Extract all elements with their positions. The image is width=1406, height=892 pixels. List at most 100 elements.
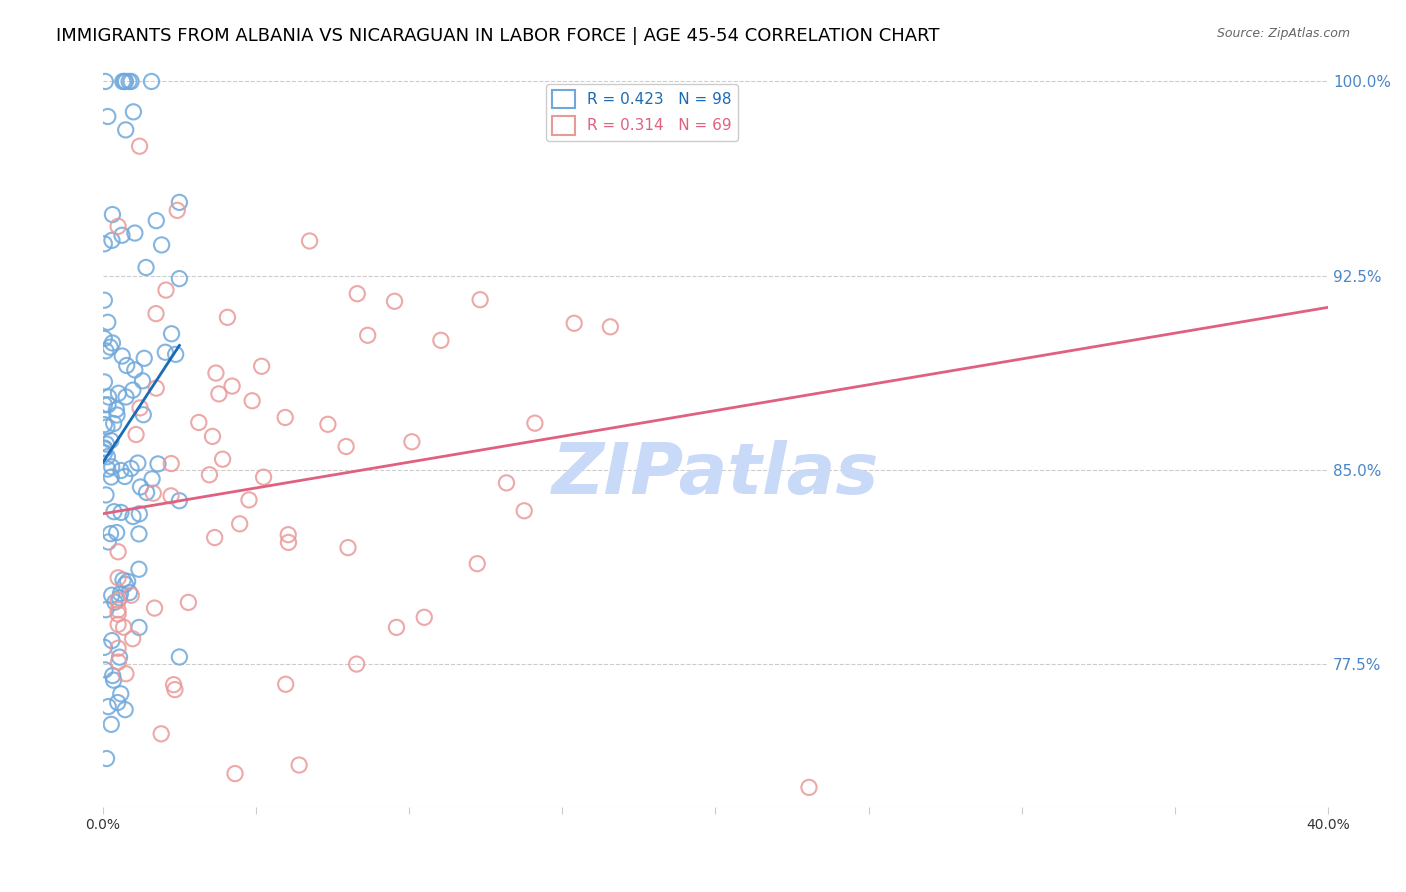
Nicaraguans (513, 504, 536, 518)
Nicaraguans (162, 678, 184, 692)
Immigrants from Albania (105, 525, 128, 540)
Immigrants from Albania (94, 488, 117, 502)
Immigrants from Albania (93, 446, 115, 460)
Nicaraguans (298, 234, 321, 248)
Nicaraguans (337, 541, 360, 555)
Immigrants from Albania (129, 480, 152, 494)
Immigrants from Albania (97, 535, 120, 549)
Nicaraguans (316, 417, 339, 432)
Immigrants from Albania (111, 228, 134, 243)
Immigrants from Albania (94, 343, 117, 358)
Nicaraguans (346, 286, 368, 301)
Immigrants from Albania (111, 349, 134, 363)
Immigrants from Albania (114, 123, 136, 137)
Immigrants from Albania (118, 585, 141, 599)
Immigrants from Albania (101, 335, 124, 350)
Immigrants from Albania (141, 74, 163, 88)
Immigrants from Albania (93, 236, 115, 251)
Nicaraguans (145, 381, 167, 395)
Nicaraguans (125, 427, 148, 442)
Immigrants from Albania (117, 574, 139, 589)
Nicaraguans (145, 307, 167, 321)
Nicaraguans (523, 416, 546, 430)
Nicaraguans (250, 359, 273, 374)
Immigrants from Albania (132, 408, 155, 422)
Nicaraguans (288, 758, 311, 772)
Nicaraguans (204, 531, 226, 545)
Immigrants from Albania (98, 340, 121, 354)
Immigrants from Albania (101, 633, 124, 648)
Nicaraguans (112, 620, 135, 634)
Immigrants from Albania (105, 408, 128, 422)
Immigrants from Albania (101, 668, 124, 682)
Nicaraguans (335, 440, 357, 454)
Nicaraguans (221, 379, 243, 393)
Nicaraguans (187, 416, 209, 430)
Nicaraguans (562, 316, 585, 330)
Nicaraguans (277, 535, 299, 549)
Immigrants from Albania (169, 493, 191, 508)
Nicaraguans (208, 387, 231, 401)
Immigrants from Albania (155, 345, 177, 359)
Nicaraguans (385, 620, 408, 634)
Immigrants from Albania (122, 383, 145, 397)
Nicaraguans (401, 434, 423, 449)
Immigrants from Albania (96, 437, 118, 451)
Immigrants from Albania (108, 650, 131, 665)
Immigrants from Albania (104, 595, 127, 609)
Immigrants from Albania (96, 420, 118, 434)
Immigrants from Albania (110, 463, 132, 477)
Nicaraguans (357, 328, 380, 343)
Nicaraguans (224, 766, 246, 780)
Nicaraguans (129, 401, 152, 415)
Immigrants from Albania (114, 577, 136, 591)
Immigrants from Albania (94, 74, 117, 88)
Immigrants from Albania (120, 461, 142, 475)
Immigrants from Albania (122, 509, 145, 524)
Immigrants from Albania (93, 441, 115, 455)
Nicaraguans (201, 429, 224, 443)
Immigrants from Albania (160, 326, 183, 341)
Immigrants from Albania (103, 505, 125, 519)
Immigrants from Albania (103, 673, 125, 688)
Immigrants from Albania (93, 331, 115, 345)
Nicaraguans (413, 610, 436, 624)
Text: IMMIGRANTS FROM ALBANIA VS NICARAGUAN IN LABOR FORCE | AGE 45-54 CORRELATION CHA: IMMIGRANTS FROM ALBANIA VS NICARAGUAN IN… (56, 27, 939, 45)
Nicaraguans (228, 516, 250, 531)
Nicaraguans (107, 617, 129, 632)
Nicaraguans (107, 571, 129, 585)
Immigrants from Albania (135, 260, 157, 275)
Immigrants from Albania (108, 591, 131, 605)
Nicaraguans (107, 545, 129, 559)
Immigrants from Albania (100, 434, 122, 448)
Immigrants from Albania (100, 717, 122, 731)
Text: Source: ZipAtlas.com: Source: ZipAtlas.com (1216, 27, 1350, 40)
Immigrants from Albania (115, 390, 138, 404)
Immigrants from Albania (93, 375, 115, 389)
Nicaraguans (274, 677, 297, 691)
Nicaraguans (107, 641, 129, 656)
Immigrants from Albania (93, 293, 115, 308)
Immigrants from Albania (141, 472, 163, 486)
Immigrants from Albania (96, 751, 118, 765)
Immigrants from Albania (124, 363, 146, 377)
Immigrants from Albania (96, 450, 118, 464)
Nicaraguans (120, 588, 142, 602)
Immigrants from Albania (93, 442, 115, 456)
Immigrants from Albania (114, 74, 136, 88)
Nicaraguans (430, 334, 453, 348)
Immigrants from Albania (150, 238, 173, 252)
Immigrants from Albania (120, 74, 142, 88)
Nicaraguans (238, 492, 260, 507)
Immigrants from Albania (128, 562, 150, 576)
Immigrants from Albania (115, 359, 138, 373)
Text: ZIPatlas: ZIPatlas (551, 440, 879, 509)
Legend: R = 0.423   N = 98, R = 0.314   N = 69: R = 0.423 N = 98, R = 0.314 N = 69 (546, 84, 738, 141)
Nicaraguans (121, 632, 143, 646)
Immigrants from Albania (103, 417, 125, 431)
Immigrants from Albania (100, 470, 122, 484)
Nicaraguans (465, 557, 488, 571)
Immigrants from Albania (100, 588, 122, 602)
Nicaraguans (115, 666, 138, 681)
Nicaraguans (277, 527, 299, 541)
